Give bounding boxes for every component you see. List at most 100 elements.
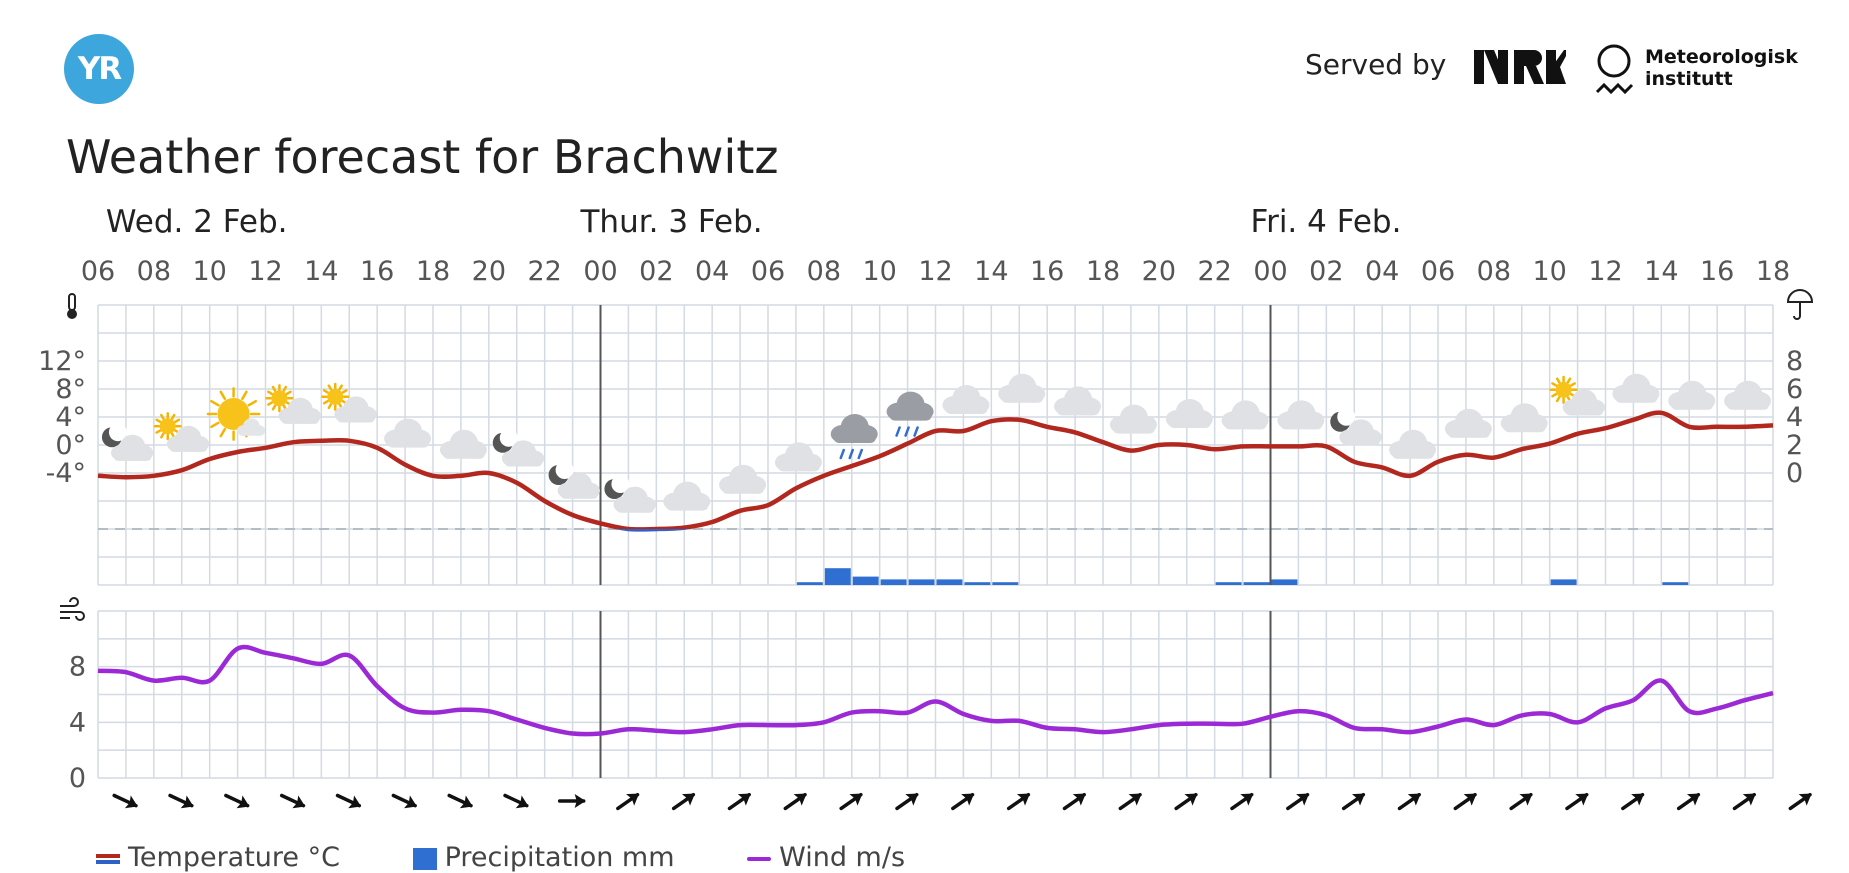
cloud-icon: [719, 465, 766, 494]
legend-precipitation: Precipitation mm: [413, 842, 707, 873]
precipitation-bar: [825, 568, 851, 585]
arrow-northeast-icon: [670, 788, 699, 814]
arrow-northeast-icon: [949, 788, 978, 814]
legend-wind-label: Wind m/s: [779, 842, 905, 873]
arrow-southeast-icon: [335, 789, 364, 813]
arrow-northeast-icon: [1563, 788, 1592, 814]
arrow-northeast-icon: [1228, 788, 1257, 814]
hour-tick-label: 16: [1700, 256, 1734, 287]
precipitation-axis-tick: 4: [1786, 402, 1803, 433]
hour-tick-label: 04: [695, 256, 729, 287]
arrow-northeast-icon: [1451, 788, 1480, 814]
hour-tick-label: 14: [304, 256, 338, 287]
hour-tick-label: 20: [472, 256, 506, 287]
arrow-southeast-icon: [111, 789, 140, 813]
hour-tick-label: 18: [1756, 256, 1790, 287]
hour-tick-label: 12: [1588, 256, 1622, 287]
hour-tick-label: 18: [1086, 256, 1120, 287]
wind-swatch: [747, 854, 771, 864]
arrow-northeast-icon: [1396, 788, 1425, 814]
legend-temperature-label: Temperature °C: [128, 842, 340, 873]
precipitation-axis-tick: 6: [1786, 374, 1803, 405]
hour-tick-label: 08: [807, 256, 841, 287]
arrow-northeast-icon: [1786, 788, 1815, 814]
day-labels: Wed. 2 Feb. Thur. 3 Feb. Fri. 4 Feb.: [106, 204, 1402, 240]
precipitation-axis-tick: 8: [1786, 346, 1803, 377]
hour-tick-label: 08: [1477, 256, 1511, 287]
arrow-northeast-icon: [1619, 788, 1648, 814]
temperature-axis-tick: 8°: [55, 374, 86, 405]
arrow-southeast-icon: [223, 789, 252, 813]
precipitation-bar: [1551, 579, 1577, 585]
temperature-axis-tick: 12°: [38, 346, 86, 377]
wind-icon: [60, 598, 84, 620]
legend-precipitation-label: Precipitation mm: [445, 842, 675, 873]
hour-tick-label: 22: [527, 256, 561, 287]
arrow-southeast-icon: [390, 789, 419, 813]
cloud-icon: [1054, 386, 1101, 415]
precipitation-bar: [1272, 579, 1298, 585]
chart-grid: [98, 305, 1773, 778]
hour-tick-label: 10: [1532, 256, 1566, 287]
precipitation-bar: [1244, 582, 1270, 585]
day-label: Fri. 4 Feb.: [1251, 204, 1402, 240]
hour-tick-label: 00: [1253, 256, 1287, 287]
arrow-northeast-icon: [1340, 788, 1369, 814]
precipitation-axis-tick: 0: [1786, 458, 1803, 489]
cloud-icon: [1724, 381, 1771, 410]
umbrella-icon: [1788, 290, 1812, 319]
arrow-southeast-icon: [279, 789, 308, 813]
moon-cloud-icon: [1330, 408, 1381, 446]
legend-wind: Wind m/s: [747, 842, 937, 873]
arrow-northeast-icon: [893, 788, 922, 814]
arrow-northeast-icon: [837, 788, 866, 814]
cloud-icon: [440, 430, 487, 459]
hour-tick-label: 20: [1142, 256, 1176, 287]
wind-axis-tick: 0: [69, 763, 86, 794]
arrow-southeast-icon: [167, 789, 196, 813]
hour-tick-label: 12: [248, 256, 282, 287]
wind-direction-arrows: [111, 788, 1815, 814]
hour-tick-label: 04: [1365, 256, 1399, 287]
day-label: Wed. 2 Feb.: [106, 204, 288, 240]
arrow-northeast-icon: [781, 788, 810, 814]
hour-tick-label: 06: [81, 256, 115, 287]
hour-tick-labels: 06 08 10 12 14 16 18 20 22 00 02 04 06 08 10 12 14 16 18 20…: [81, 256, 1790, 287]
rain-cloud-icon: [887, 392, 934, 436]
hour-tick-label: 10: [192, 256, 226, 287]
arrow-northeast-icon: [1172, 788, 1201, 814]
arrow-southeast-icon: [502, 789, 531, 813]
hour-tick-label: 00: [583, 256, 617, 287]
temperature-axis-tick: 4°: [55, 402, 86, 433]
cloud-icon: [1501, 403, 1548, 432]
arrow-southeast-icon: [446, 789, 475, 813]
moon-cloud-icon: [493, 429, 544, 467]
hour-tick-label: 10: [862, 256, 896, 287]
hour-tick-label: 02: [639, 256, 673, 287]
cloud-icon: [998, 374, 1045, 403]
arrow-east-icon: [560, 794, 586, 808]
hour-tick-label: 22: [1197, 256, 1231, 287]
cloud-icon: [1612, 374, 1659, 403]
temperature-swatch: [96, 852, 120, 866]
hour-tick-label: 02: [1309, 256, 1343, 287]
hour-tick-label: 16: [1030, 256, 1064, 287]
sun-icon: [208, 388, 265, 439]
cloud-icon: [1166, 399, 1213, 428]
cloud-icon: [1277, 400, 1324, 429]
precipitation-bar: [909, 579, 935, 585]
precipitation-bar: [797, 582, 823, 585]
cloud-icon: [1389, 430, 1436, 459]
arrow-northeast-icon: [1116, 788, 1145, 814]
wind-axis-tick: 4: [69, 707, 86, 738]
hour-tick-label: 16: [360, 256, 394, 287]
precipitation-bar: [881, 579, 907, 585]
hour-tick-label: 18: [416, 256, 450, 287]
hour-tick-label: 14: [1644, 256, 1678, 287]
wind-axis-tick: 8: [69, 652, 86, 683]
temperature-axis-tick: 0°: [55, 430, 86, 461]
arrow-northeast-icon: [1061, 788, 1090, 814]
day-label: Thur. 3 Feb.: [580, 204, 763, 240]
hour-tick-label: 06: [751, 256, 785, 287]
precipitation-bar: [964, 582, 990, 585]
